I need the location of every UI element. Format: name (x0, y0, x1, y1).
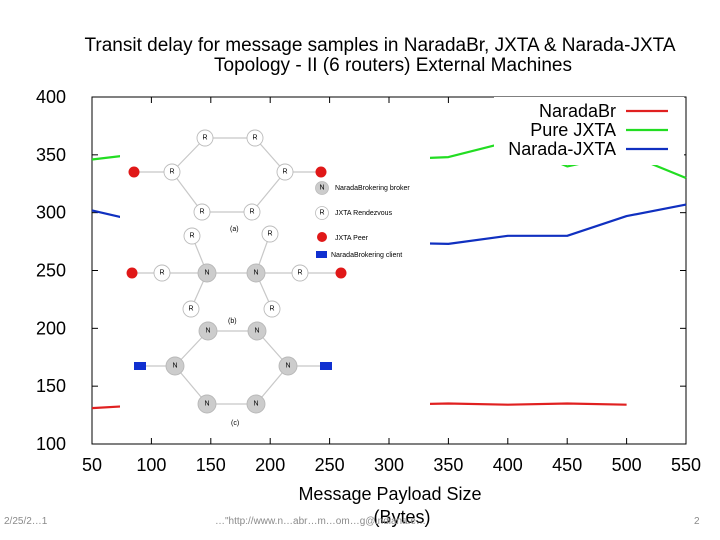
node-label: N (172, 363, 177, 370)
jxta-rendezvous-node (261, 225, 279, 243)
node-label: N (254, 328, 259, 335)
jxta-rendezvous-node (153, 264, 171, 282)
narada-broker-node (247, 321, 267, 341)
x-tick-label: 50 (82, 455, 102, 475)
jxta-rendezvous-node (183, 227, 201, 245)
narada-broker-node (197, 263, 217, 283)
legend-router-node-label: R (319, 210, 324, 217)
node-label: R (189, 233, 194, 240)
x-tick-label: 500 (612, 455, 642, 475)
node-label: R (269, 306, 274, 313)
y-tick-label: 350 (36, 145, 66, 165)
narada-broker-node (246, 263, 266, 283)
legend-peer-label: JXTA Peer (335, 235, 369, 242)
x-tick-label: 550 (671, 455, 701, 475)
x-axis-title-line-1: Message Payload Size (298, 484, 481, 504)
node-label: R (169, 169, 174, 176)
y-axis: 100 150 200 250 300 350 400 (36, 87, 686, 454)
x-tick-label: 400 (493, 455, 523, 475)
narada-broker-node (278, 356, 298, 376)
x-tick-label: 200 (255, 455, 285, 475)
jxta-rendezvous-node (291, 264, 309, 282)
legend-broker-node-label: N (319, 185, 324, 192)
node-label: R (267, 231, 272, 238)
diagram-part-label-a: (a) (230, 226, 239, 233)
diagram-legend: N NaradaBrokering broker R JXTA Rendezvo… (315, 181, 410, 259)
node-label: R (282, 169, 287, 176)
chart-title-line-1: Transit delay for message samples in Nar… (85, 35, 676, 56)
jxta-peer-node (128, 166, 140, 178)
legend-router-symbol (315, 206, 329, 220)
node-label: R (159, 270, 164, 277)
x-tick-label: 300 (374, 455, 404, 475)
jxta-rendezvous-node (246, 129, 264, 147)
legend-label: Narada-JXTA (508, 139, 616, 159)
jxta-rendezvous-node (193, 203, 211, 221)
narada-broker-node (197, 394, 217, 414)
node-label: N (204, 270, 209, 277)
legend-router-label: JXTA Rendezvous (335, 210, 393, 217)
node-label: N (253, 270, 258, 277)
narada-client-node (320, 362, 332, 370)
x-tick-label: 100 (136, 455, 166, 475)
jxta-rendezvous-node (163, 163, 181, 181)
narada-broker-node (246, 394, 266, 414)
y-tick-label: 200 (36, 318, 66, 338)
legend-broker-label: NaradaBrokering broker (335, 185, 410, 192)
jxta-rendezvous-node (243, 203, 261, 221)
x-tick-label: 150 (196, 455, 226, 475)
jxta-rendezvous-node (276, 163, 294, 181)
y-tick-label: 300 (36, 203, 66, 223)
legend-peer-symbol (317, 232, 327, 242)
jxta-rendezvous-node (263, 300, 281, 318)
footer-url: …"http://www.n…abr…m…om…g@indiana.e… (215, 516, 426, 527)
x-axis-title-line-2: (Bytes) (373, 507, 430, 527)
legend-client-symbol (316, 251, 327, 258)
jxta-peer-node (315, 166, 327, 178)
node-label: N (253, 401, 258, 408)
x-tick-label: 450 (552, 455, 582, 475)
chart-title-line-2: Topology - II (6 routers) External Machi… (214, 55, 572, 76)
node-label: R (202, 135, 207, 142)
topology-diagram: R R R R R R R R R R R R N N N N N N N N (a) (b) (c) N Narad… (120, 115, 430, 436)
narada-broker-node (198, 321, 218, 341)
legend-label: NaradaBr (539, 101, 616, 121)
node-label: R (199, 209, 204, 216)
legend-broker-symbol (315, 181, 329, 195)
diagram-part-label-b: (b) (228, 318, 237, 325)
node-label: R (252, 135, 257, 142)
jxta-peer-node (126, 267, 138, 279)
node-label: N (204, 401, 209, 408)
node-label: R (188, 306, 193, 313)
node-label: N (285, 363, 290, 370)
x-tick-label: 250 (315, 455, 345, 475)
x-tick-label: 350 (433, 455, 463, 475)
y-tick-label: 100 (36, 434, 66, 454)
node-label: N (205, 328, 210, 335)
diagram-edge (251, 171, 286, 213)
legend-client-label: NaradaBrokering client (331, 252, 402, 259)
legend-label: Pure JXTA (530, 120, 616, 140)
diagram-part-label-c: (c) (231, 420, 239, 427)
y-tick-label: 150 (36, 376, 66, 396)
y-tick-label: 400 (36, 87, 66, 107)
footer-date: 2/25/2…1 (4, 516, 48, 527)
footer-page-number: 2 (694, 516, 700, 527)
node-label: R (297, 270, 302, 277)
node-label: R (249, 209, 254, 216)
y-tick-label: 250 (36, 261, 66, 281)
x-axis: 50 100 150 200 250 300 350 400 450 500 550 (82, 97, 701, 475)
jxta-rendezvous-node (182, 300, 200, 318)
narada-broker-node (165, 356, 185, 376)
narada-client-node (134, 362, 146, 370)
jxta-rendezvous-node (196, 129, 214, 147)
diagram-nodes: R R R R R R R R R R R R N N N N N N N N (126, 129, 347, 414)
jxta-peer-node (335, 267, 347, 279)
